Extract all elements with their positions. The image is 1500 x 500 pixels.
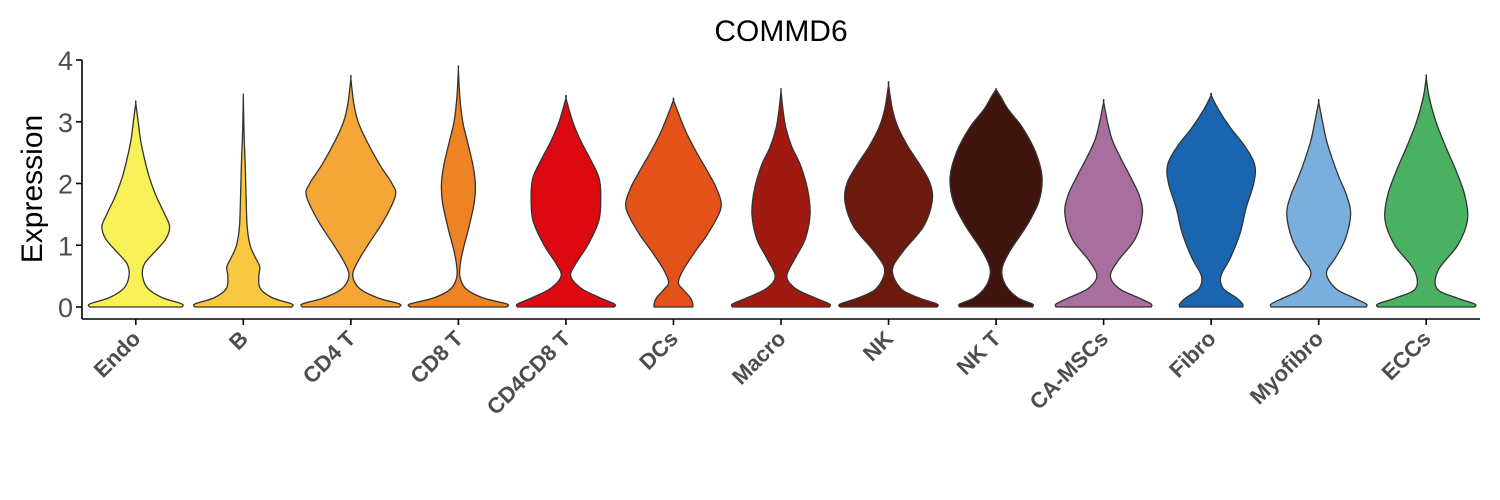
x-tick-label: Myofibro: [1245, 326, 1328, 409]
x-tick-label: Fibro: [1164, 326, 1221, 383]
y-tick-label: 4: [58, 46, 73, 76]
violin-fibro: [1166, 92, 1257, 308]
x-tick-label: B: [224, 326, 253, 355]
y-tick-label: 1: [58, 231, 73, 261]
violin-nk: [838, 80, 939, 308]
x-tick-label: CD4 T: [298, 325, 361, 388]
violin-macro: [730, 87, 832, 308]
x-tick-label: Endo: [89, 326, 146, 383]
y-axis-label: Expression: [16, 115, 49, 263]
y-tick-label: 3: [58, 108, 73, 138]
violin-cd4-t: [300, 74, 402, 308]
x-tick-label: CA-MSCs: [1025, 326, 1114, 415]
violin-myofibro: [1269, 98, 1368, 308]
x-tick-label: NK T: [952, 325, 1006, 379]
x-tick-label: Macro: [727, 326, 790, 389]
x-tick-label: CD8 T: [405, 325, 468, 388]
y-tick-label: 0: [58, 293, 73, 323]
x-tick-label: NK: [858, 326, 898, 366]
violin-group: [87, 65, 1477, 308]
violin-b: [192, 93, 294, 308]
violin-eccs: [1375, 74, 1477, 308]
y-tick-label: 2: [58, 170, 73, 200]
x-tick-label: ECCs: [1377, 326, 1436, 385]
violin-ca-mscs: [1054, 98, 1153, 308]
y-axis-ticks: 0 1 2 3 4: [58, 46, 82, 323]
violin-nk-t: [949, 88, 1043, 308]
chart-title: COMMD6: [714, 15, 847, 48]
violin-dcs: [625, 97, 722, 308]
x-tick-label: CD4CD8 T: [482, 325, 576, 419]
violin-cd4cd8-t: [515, 94, 617, 308]
x-tick-label: DCs: [634, 326, 683, 375]
violin-endo: [87, 100, 184, 308]
violin-cd8-t: [407, 65, 510, 308]
x-axis-ticks: Endo B CD4 T CD8 T CD4CD8 T DCs Macro NK NK T CA-…: [89, 319, 1436, 420]
